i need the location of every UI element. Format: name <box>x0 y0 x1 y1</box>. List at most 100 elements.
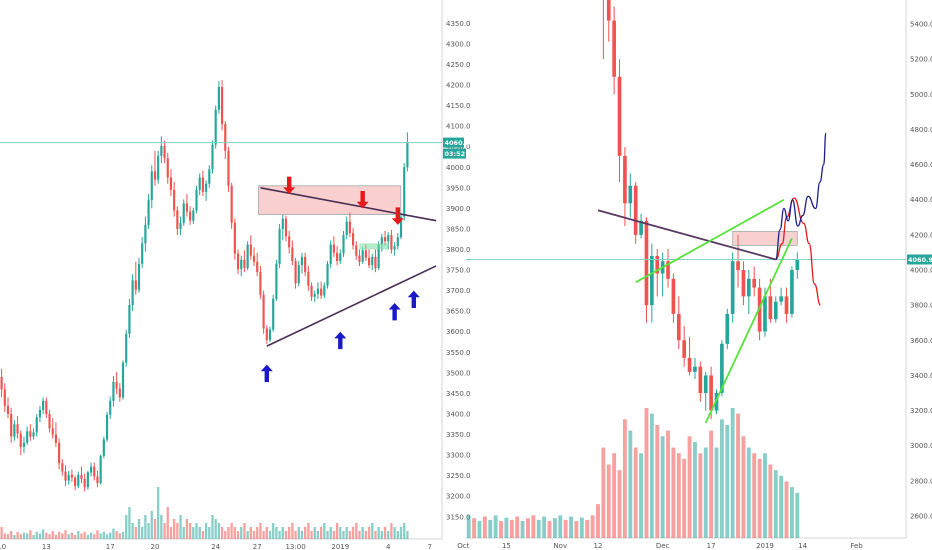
volume-bar <box>128 507 131 539</box>
last-price-tag <box>907 254 932 265</box>
volume-bar <box>622 419 627 538</box>
candle-body <box>361 250 364 262</box>
candle-body <box>19 433 22 447</box>
price-tick-label: 3300.0 <box>446 452 471 460</box>
candle-body <box>300 256 304 266</box>
candle-body <box>278 228 281 264</box>
candle-body <box>141 243 144 264</box>
last-price-tag-text: 4060.92 <box>908 256 932 264</box>
candle-body <box>0 376 3 390</box>
price-tick-label: 3600.0 <box>446 328 471 336</box>
volume-bar <box>367 527 371 539</box>
price-tick-label: 2800.00 <box>910 477 932 485</box>
candle-body <box>730 261 735 314</box>
volume-bar <box>291 523 294 539</box>
candle-body <box>623 155 627 204</box>
candle-body <box>348 221 351 234</box>
candle-body <box>74 477 77 486</box>
candle-body <box>272 298 275 330</box>
candle-body <box>639 220 643 235</box>
time-tick-label: 7 <box>428 543 432 550</box>
price-tick-label: 4250.0 <box>446 61 471 69</box>
candle-body <box>208 169 211 184</box>
volume-bar <box>509 519 514 538</box>
candle-body <box>364 250 367 258</box>
red-forecast-path <box>775 197 822 306</box>
time-tick-label: Oct <box>457 542 469 550</box>
candle-body <box>121 362 125 398</box>
candle-body <box>297 265 300 284</box>
falling-trendline <box>597 209 776 261</box>
volume-bar <box>387 531 390 539</box>
volume-bar <box>563 519 568 538</box>
price-tick-label: 4350.0 <box>446 20 471 28</box>
candle-body <box>173 189 176 211</box>
candle-body <box>99 455 102 484</box>
candle-body <box>86 472 89 488</box>
price-tick-label: 4200.0 <box>446 82 471 90</box>
candle-body <box>112 381 115 401</box>
volume-bar <box>569 516 573 538</box>
candle-body <box>67 474 70 481</box>
volume-bar <box>390 523 393 539</box>
candle-body <box>773 301 778 320</box>
candle-body <box>265 328 268 340</box>
volume-bar <box>3 533 6 539</box>
candle-body <box>351 233 355 246</box>
candle-body <box>725 313 730 344</box>
volume-bar <box>48 534 51 539</box>
candle-body <box>358 255 361 262</box>
candle-body <box>784 296 789 314</box>
volume-bar <box>403 523 406 539</box>
volume-bar <box>590 515 595 538</box>
candle-body <box>89 466 93 473</box>
candle-body <box>393 246 396 250</box>
volume-bar <box>466 515 471 538</box>
volume-bar <box>70 532 74 539</box>
time-tick-label: 2019 <box>756 542 774 550</box>
volume-bar <box>73 535 77 539</box>
volume-bar <box>57 531 61 539</box>
volume-bar <box>393 527 396 539</box>
volume-bar <box>147 523 150 539</box>
volume-bar <box>240 527 243 539</box>
candle-body <box>703 375 708 393</box>
volume-bar <box>693 441 697 538</box>
volume-bar <box>284 531 288 539</box>
candle-body <box>383 237 387 242</box>
countdown-tag <box>443 148 466 159</box>
volume-bar <box>51 531 54 539</box>
volume-bar <box>558 515 563 538</box>
candle-body <box>304 256 307 273</box>
price-tick-label: 3450.0 <box>446 390 471 398</box>
candle-body <box>406 142 409 168</box>
candle-body <box>125 333 128 363</box>
candle-body <box>166 158 169 178</box>
volume-bar <box>86 535 90 539</box>
candle-body <box>612 20 616 77</box>
candle-body <box>291 247 294 262</box>
candle-body <box>387 235 390 242</box>
candle-body <box>323 285 326 296</box>
volume-bar <box>596 504 600 538</box>
volume-bar <box>29 530 32 539</box>
volume-bar <box>41 529 45 539</box>
candle-body <box>320 288 323 296</box>
volume-bar <box>329 527 332 539</box>
volume-bar <box>125 515 128 539</box>
candle-body <box>109 400 112 415</box>
volume-bar <box>157 487 160 539</box>
price-tick-label: 3850.0 <box>446 225 471 233</box>
volume-bar <box>757 458 762 538</box>
volume-bar <box>230 523 233 539</box>
volume-bar <box>725 424 730 538</box>
candle-body <box>342 235 345 254</box>
volume-bar <box>355 523 358 539</box>
volume-bar <box>313 527 316 539</box>
candle-body <box>752 278 757 288</box>
candle-body <box>768 296 773 320</box>
candle-body <box>329 244 332 264</box>
volume-bar <box>358 531 361 539</box>
volume-bar <box>348 531 352 539</box>
volume-bar <box>0 527 3 539</box>
